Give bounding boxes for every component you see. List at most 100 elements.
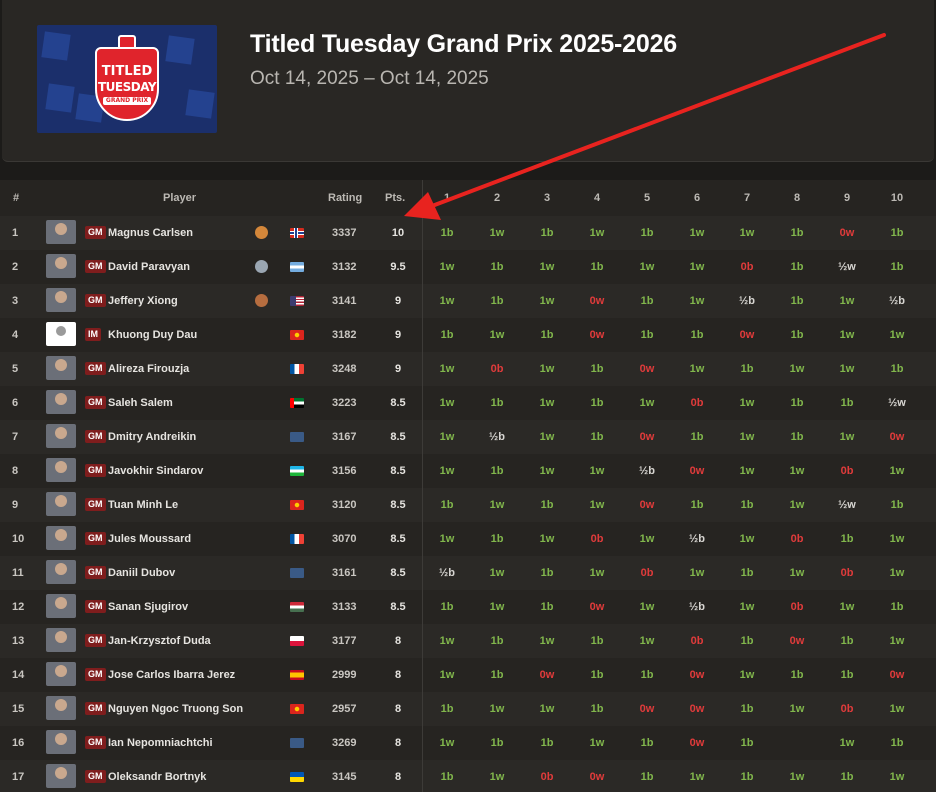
round-result[interactable]: 1w (639, 601, 655, 613)
round-result[interactable]: 1w (689, 567, 705, 579)
round-result[interactable]: 1w (889, 635, 905, 647)
round-result[interactable]: 1w (789, 703, 805, 715)
round-result[interactable]: 1b (890, 737, 904, 749)
round-result[interactable]: 1w (889, 703, 905, 715)
round-result[interactable]: 1w (489, 227, 505, 239)
round-result[interactable]: 1b (440, 499, 454, 511)
round-result[interactable]: 1b (490, 295, 504, 307)
round-result[interactable]: 1b (490, 737, 504, 749)
round-result[interactable]: 1b (540, 737, 554, 749)
round-result[interactable]: 1b (690, 329, 704, 341)
round-result[interactable]: 1b (590, 431, 604, 443)
table-row[interactable]: 2 GM David Paravyan 3132 9.5 1w 1b 1w 1b 1w 1w 0b 1b… (0, 250, 936, 284)
round-result[interactable]: 0b (840, 465, 854, 477)
round-result[interactable]: 1w (489, 499, 505, 511)
round-result[interactable]: ½b (439, 567, 455, 579)
round-result[interactable]: 1b (740, 635, 754, 647)
round-result[interactable]: 1w (689, 295, 705, 307)
round-result[interactable]: 1w (789, 465, 805, 477)
header-rating[interactable]: Rating (328, 192, 363, 204)
round-result[interactable]: 1w (439, 635, 455, 647)
round-result[interactable]: 1b (490, 465, 504, 477)
player-name[interactable]: Jules Moussard (108, 533, 192, 545)
round-result[interactable]: 0w (889, 669, 905, 681)
round-result[interactable]: ½w (888, 397, 906, 409)
table-row[interactable]: 4 IM Khuong Duy Dau 3182 9 1b 1w 1b 0w 1b 1b 0w 1b 1w… (0, 318, 936, 352)
round-result[interactable]: 1w (539, 363, 555, 375)
round-result[interactable]: 1b (790, 295, 804, 307)
round-result[interactable]: 1b (790, 397, 804, 409)
round-result[interactable]: ½b (889, 295, 905, 307)
table-row[interactable]: 5 GM Alireza Firouzja 3248 9 1w 0b 1w 1b 0w 1w 1b 1w… (0, 352, 936, 386)
player-name[interactable]: Dmitry Andreikin (108, 431, 197, 443)
table-row[interactable]: 13 GM Jan-Krzysztof Duda 3177 8 1w 1b 1w 1b 1w 0b 1… (0, 624, 936, 658)
round-result[interactable]: 0w (589, 329, 605, 341)
round-result[interactable]: 1b (540, 227, 554, 239)
round-result[interactable]: 0b (790, 601, 804, 613)
round-result[interactable]: 1w (539, 635, 555, 647)
round-result[interactable]: ½w (838, 261, 856, 273)
player-name[interactable]: Alireza Firouzja (108, 363, 190, 375)
round-result[interactable]: 1b (640, 227, 654, 239)
table-row[interactable]: 10 GM Jules Moussard 3070 8.5 1w 1b 1w 0b 1w ½b 1w 0… (0, 522, 936, 556)
round-result[interactable]: 1b (640, 771, 654, 783)
round-result[interactable]: 1w (839, 329, 855, 341)
round-result[interactable]: 1w (889, 771, 905, 783)
round-result[interactable]: 1b (790, 329, 804, 341)
table-row[interactable]: 11 GM Daniil Dubov 3161 8.5 ½b 1w 1b 1w 0b 1w 1b 1w 0… (0, 556, 936, 590)
round-result[interactable]: 1w (839, 363, 855, 375)
round-result[interactable]: 1w (689, 363, 705, 375)
round-result[interactable]: ½b (689, 533, 705, 545)
round-result[interactable]: 0w (589, 771, 605, 783)
player-name[interactable]: Oleksandr Bortnyk (108, 771, 207, 783)
round-result[interactable]: 1b (740, 499, 754, 511)
round-result[interactable]: 1w (689, 771, 705, 783)
player-name[interactable]: Saleh Salem (108, 397, 173, 409)
avatar[interactable] (46, 628, 76, 652)
round-result[interactable]: 1w (889, 329, 905, 341)
round-result[interactable]: 1b (490, 635, 504, 647)
table-row[interactable]: 9 GM Tuan Minh Le 3120 8.5 1b 1w 1b 1w 0w 1b 1b 1w ½w… (0, 488, 936, 522)
round-result[interactable]: 0b (590, 533, 604, 545)
round-result[interactable]: 1b (640, 737, 654, 749)
round-result[interactable]: 1b (590, 261, 604, 273)
round-result[interactable]: 1b (440, 227, 454, 239)
round-result[interactable]: 1b (890, 363, 904, 375)
round-result[interactable]: 1b (490, 261, 504, 273)
round-result[interactable]: 1b (590, 669, 604, 681)
round-result[interactable]: ½b (489, 431, 505, 443)
player-name[interactable]: Javokhir Sindarov (108, 465, 204, 477)
round-result[interactable]: 1b (840, 771, 854, 783)
round-result[interactable]: 1w (889, 567, 905, 579)
round-result[interactable]: 1w (539, 295, 555, 307)
round-result[interactable]: 1b (540, 567, 554, 579)
round-result[interactable]: 1w (739, 431, 755, 443)
round-result[interactable]: 0w (689, 669, 705, 681)
round-result[interactable]: 1b (690, 499, 704, 511)
round-result[interactable]: 0w (689, 465, 705, 477)
round-result[interactable]: 1b (840, 533, 854, 545)
round-result[interactable]: 0w (539, 669, 555, 681)
round-result[interactable]: 0b (840, 567, 854, 579)
round-result[interactable]: 0w (789, 635, 805, 647)
round-result[interactable]: 1b (790, 431, 804, 443)
round-result[interactable]: 1w (439, 397, 455, 409)
table-row[interactable]: 6 GM Saleh Salem 3223 8.5 1w 1b 1w 1b 1w 0b 1w 1b 1b ½… (0, 386, 936, 420)
player-name[interactable]: David Paravyan (108, 261, 190, 273)
round-result[interactable]: 1w (739, 227, 755, 239)
round-result[interactable]: 0w (589, 601, 605, 613)
round-result[interactable]: 1b (590, 703, 604, 715)
round-result[interactable]: 1b (590, 397, 604, 409)
round-result[interactable]: 1b (440, 771, 454, 783)
round-result[interactable]: 1b (440, 703, 454, 715)
player-name[interactable]: Jeffery Xiong (108, 295, 178, 307)
avatar[interactable] (46, 764, 76, 788)
round-result[interactable]: 1w (639, 635, 655, 647)
table-row[interactable]: 12 GM Sanan Sjugirov 3133 8.5 1b 1w 1b 0w 1w ½b 1w 0… (0, 590, 936, 624)
round-result[interactable]: ½b (689, 601, 705, 613)
round-result[interactable]: 1b (740, 737, 754, 749)
round-result[interactable]: 0w (589, 295, 605, 307)
player-name[interactable]: Ian Nepomniachtchi (108, 737, 213, 749)
round-result[interactable]: 1w (439, 261, 455, 273)
round-result[interactable]: 1w (789, 567, 805, 579)
